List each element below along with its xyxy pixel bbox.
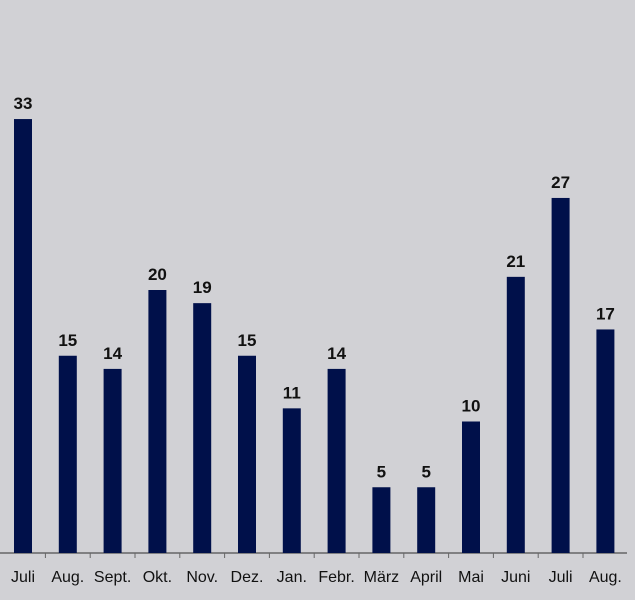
tick-label-6: Jan. (277, 569, 307, 586)
x-axis-ticks (44, 553, 584, 558)
bar-1 (58, 355, 77, 553)
tick-label-9: April (410, 569, 442, 586)
bar-12 (551, 197, 570, 553)
data-label-4: 19 (193, 278, 212, 297)
bar-13 (596, 329, 615, 553)
data-label-6: 11 (283, 383, 301, 402)
tick-label-1: Aug. (51, 569, 84, 586)
bar-4 (193, 303, 212, 553)
data-label-1: 15 (58, 331, 77, 350)
data-label-10: 10 (462, 397, 481, 416)
tick-label-0: Juli (11, 569, 35, 586)
bar-8 (372, 487, 391, 553)
bar-5 (238, 355, 256, 553)
data-label-7: 14 (327, 344, 346, 363)
bar-10 (462, 421, 480, 553)
data-label-12: 27 (551, 173, 570, 192)
x-axis-tick-labels: Juli Aug. Sept. Okt. Nov. Dez. Jan. Febr. März Ap… (11, 569, 622, 586)
bar-3 (148, 290, 167, 553)
tick-label-2: Sept. (94, 569, 131, 586)
data-label-9: 5 (421, 462, 430, 481)
data-label-11: 21 (506, 252, 525, 271)
data-label-0: 33 (14, 94, 33, 113)
tick-label-8: März (364, 569, 400, 586)
bar-6 (282, 408, 301, 553)
bar-7 (327, 368, 346, 553)
data-label-8: 5 (377, 462, 386, 481)
data-label-5: 15 (238, 331, 257, 350)
tick-label-5: Dez. (231, 569, 264, 586)
data-label-2: 14 (103, 344, 122, 363)
bar-2 (103, 368, 122, 553)
tick-label-4: Nov. (186, 569, 218, 586)
tick-label-3: Okt. (143, 569, 172, 586)
bar-9 (417, 487, 436, 553)
tick-label-12: Juli (549, 569, 573, 586)
tick-label-10: Mai (458, 569, 484, 586)
bar-11 (506, 276, 525, 553)
bars (14, 119, 615, 554)
tick-label-13: Aug. (589, 569, 622, 586)
data-label-3: 20 (148, 265, 167, 284)
tick-label-7: Febr. (318, 569, 354, 586)
bar-0 (14, 119, 32, 554)
tick-label-11: Juni (501, 569, 530, 586)
data-label-13: 17 (596, 304, 615, 323)
data-labels: 33 15 14 20 19 15 11 14 5 5 10 21 27 17 (14, 94, 615, 481)
